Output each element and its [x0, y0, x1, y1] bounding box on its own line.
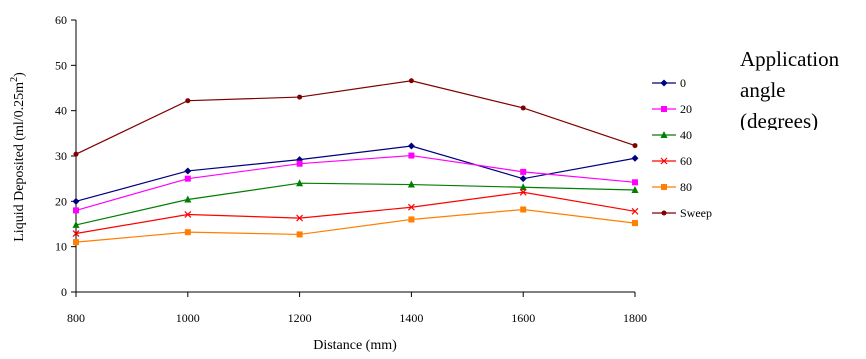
data-point: [184, 167, 192, 175]
series-sweep: [73, 78, 638, 157]
data-point: [73, 239, 79, 246]
series-80: [73, 206, 638, 246]
data-point: [520, 105, 526, 111]
legend-swatch-marker: [660, 79, 668, 87]
data-point: [184, 211, 192, 218]
data-point: [520, 206, 527, 213]
data-point: [407, 180, 415, 188]
y-tick-label: 60: [55, 13, 67, 27]
legend-label: 60: [680, 154, 692, 168]
x-axis-title: Distance (mm): [313, 338, 397, 353]
data-point: [296, 214, 304, 222]
data-point: [73, 151, 79, 157]
x-tick-label: 1000: [176, 311, 200, 325]
legend-swatch-marker: [660, 131, 668, 138]
y-axis-title-suffix: ): [12, 72, 27, 77]
data-point: [72, 220, 80, 228]
data-point: [408, 216, 415, 223]
data-point: [519, 188, 527, 196]
series-line: [75, 145, 636, 202]
legend-item-60: 60: [652, 154, 692, 168]
axes: [75, 20, 635, 293]
data-point: [184, 229, 191, 236]
y-tick-label: 50: [55, 58, 67, 72]
data-point: [73, 207, 79, 214]
series-0: [72, 142, 639, 205]
legend-title-line-1: Application: [740, 47, 840, 71]
series-line: [75, 191, 636, 235]
y-axis-title: Liquid Deposited (ml/0.25m2): [9, 72, 27, 242]
y-axis-title-main: Liquid Deposited (ml/0.25m: [12, 82, 27, 242]
legend-swatch-marker: [661, 106, 667, 112]
y-tick-label: 10: [55, 240, 67, 254]
legend-label: 80: [680, 180, 692, 194]
data-point: [296, 160, 303, 167]
legend-label: 20: [680, 102, 692, 116]
x-tick-label: 1800: [623, 311, 647, 325]
legend-label: 40: [680, 128, 692, 142]
data-point: [632, 220, 638, 227]
data-point: [631, 186, 639, 193]
y-tick-label: 0: [61, 285, 67, 299]
legend-swatch-marker: [661, 184, 667, 190]
y-tick-label: 20: [55, 194, 67, 208]
x-tick-label: 1400: [399, 311, 423, 325]
data-point: [72, 197, 80, 205]
legend-item-sweep: Sweep: [652, 206, 712, 220]
legend-title: Application angle (degrees): [740, 47, 840, 133]
data-point: [184, 195, 192, 203]
legend-item-20: 20: [652, 102, 692, 116]
data-point: [520, 168, 527, 175]
series-60: [72, 188, 639, 237]
legend-label: Sweep: [680, 206, 712, 220]
data-point: [407, 142, 415, 150]
legend-item-80: 80: [652, 180, 692, 194]
y-tick-label: 30: [55, 149, 67, 163]
legend-label: 0: [680, 76, 686, 90]
data-point: [519, 183, 527, 191]
series-line: [75, 80, 636, 155]
x-tick-label: 800: [67, 311, 85, 325]
ticks: 0 10 20 30 40 50 60 800 1000 1200 1400 1600 1800: [55, 13, 647, 325]
data-point: [632, 143, 638, 149]
data-point: [407, 203, 415, 211]
series-line: [75, 182, 636, 226]
data-point: [408, 78, 414, 84]
data-point: [296, 231, 303, 238]
legend-item-0: 0: [652, 76, 686, 90]
legend-swatch-marker: [661, 210, 667, 216]
series-lines: [72, 78, 639, 246]
y-tick-label: 40: [55, 104, 67, 118]
legend-swatch-marker: [660, 157, 668, 165]
legend-title-line-3: (degrees): [740, 109, 818, 133]
data-point: [296, 179, 304, 187]
legend: 0 20 40 60 80 Sweep: [652, 76, 712, 220]
data-point: [632, 179, 638, 186]
legend-title-clip: [738, 130, 866, 146]
y-axis-title-superscript: 2: [9, 77, 20, 82]
data-point: [297, 94, 303, 100]
series-20: [73, 152, 638, 214]
data-point: [631, 207, 639, 215]
x-tick-label: 1600: [511, 311, 535, 325]
legend-title-line-2: angle: [740, 78, 785, 102]
series-line: [75, 208, 636, 243]
data-point: [519, 175, 527, 183]
x-tick-label: 1200: [288, 311, 312, 325]
series-40: [72, 179, 639, 228]
data-point: [72, 230, 80, 237]
legend-item-40: 40: [652, 128, 692, 142]
series-line: [75, 154, 636, 211]
data-point: [185, 98, 191, 104]
data-point: [631, 154, 639, 162]
data-point: [408, 152, 415, 159]
data-point: [184, 175, 191, 182]
